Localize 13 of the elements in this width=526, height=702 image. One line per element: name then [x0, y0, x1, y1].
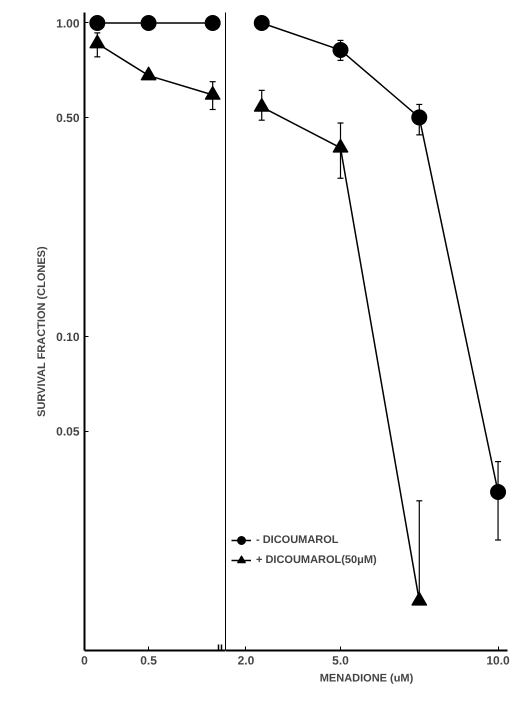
legend-label: - DICOUMAROL	[256, 534, 338, 546]
y-tick-label: 0.05	[56, 424, 80, 439]
x-tick-label: 5.0	[332, 654, 350, 668]
x-tick-label: 10.0	[486, 654, 510, 668]
x-tick-label: 0.5	[140, 654, 158, 668]
x-tick-label: 2.0	[238, 654, 255, 668]
x-tick-label: 0	[81, 654, 88, 668]
x-axis-title: MENADIONE (uM)	[320, 672, 414, 684]
legend-label: + DICOUMAROL(50μM)	[256, 554, 377, 566]
y-tick-label: 0.50	[56, 110, 80, 125]
y-tick-label: 0.10	[56, 330, 80, 344]
y-axis-title: SURVIVAL FRACTION (CLONES)	[36, 246, 48, 417]
y-tick-label: 1.00	[56, 16, 80, 30]
